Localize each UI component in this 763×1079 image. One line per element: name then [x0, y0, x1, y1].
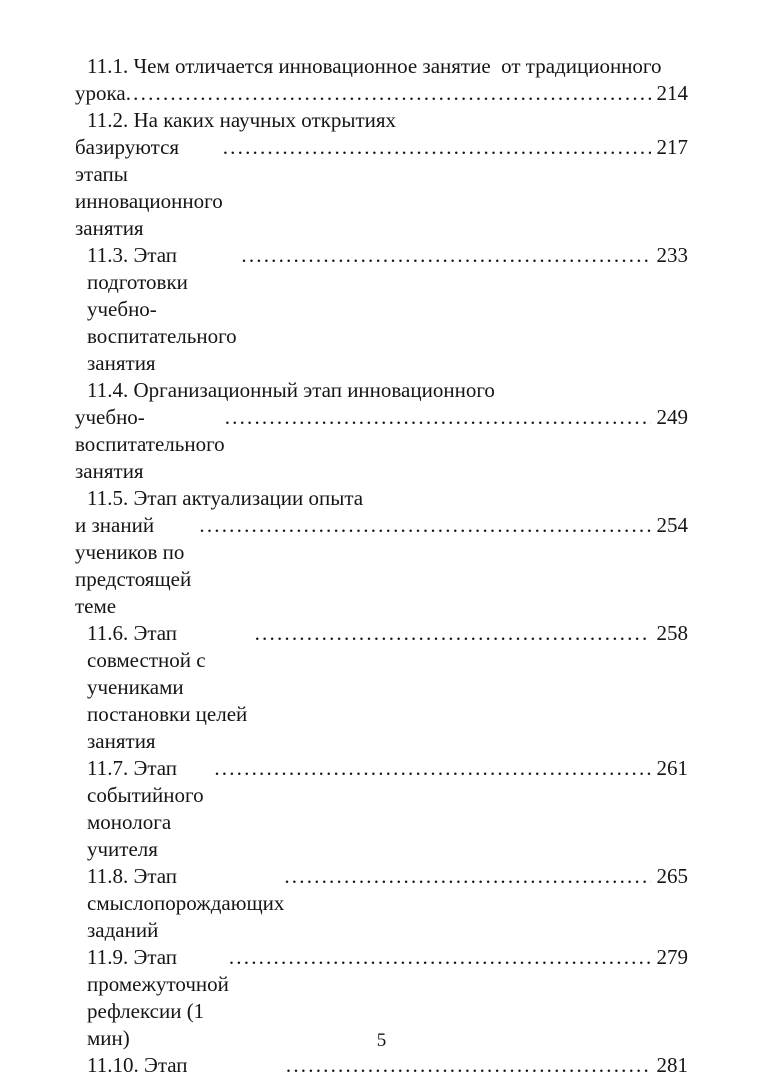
toc-page-number: 233 — [656, 243, 689, 267]
toc-item-entry: 11.9. Этап промежуточной рефлексии (1 ми… — [75, 944, 688, 1052]
toc-entry-text: 11.3. Этап подготовки учебно-воспитатель… — [87, 243, 242, 375]
toc-entry-text: и знаний учеников по предстоящей теме — [75, 513, 197, 618]
toc-entry-line: 11.6. Этап совместной с учениками постан… — [75, 620, 688, 755]
toc-list: 11.1. Чем отличается инновационное занят… — [75, 53, 688, 1079]
toc-entry-text: 11.2. На каких научных открытиях — [87, 108, 397, 132]
toc-entry-line: 11.8. Этап смыслопорождающих заданий 265 — [75, 863, 688, 944]
toc-page-number: 258 — [656, 621, 689, 645]
toc-entry-line: 11.3. Этап подготовки учебно-воспитатель… — [75, 242, 688, 377]
dot-leader — [225, 404, 651, 431]
toc-entry-text: 11.4. Организационный этап инновационног… — [87, 378, 495, 402]
toc-entry-text: 11.9. Этап промежуточной рефлексии (1 ми… — [87, 945, 235, 1050]
dot-leader — [223, 134, 651, 161]
toc-entry-line: урока 214 — [75, 80, 688, 107]
toc-page-number: 254 — [656, 513, 689, 537]
toc-page-number: 281 — [656, 1053, 689, 1077]
toc-entry-line: 11.5. Этап актуализации опыта — [75, 485, 688, 512]
toc-page-number: 217 — [656, 135, 689, 159]
dot-leader — [284, 863, 650, 890]
toc-entry-text: 11.6. Этап совместной с учениками постан… — [87, 621, 253, 753]
toc-item-entry: 11.2. На каких научных открытиях базируют… — [75, 107, 688, 242]
page-number-footer: 5 — [376, 1030, 387, 1051]
toc-entry-line: и знаний учеников по предстоящей теме 254 — [75, 512, 688, 620]
dot-leader — [255, 620, 651, 647]
toc-entry-text: 11.1. Чем отличается инновационное занят… — [87, 54, 662, 78]
toc-page-number: 261 — [656, 756, 689, 780]
toc-item-entry: 11.10. Этап здоровьесберегающей разминки… — [75, 1052, 688, 1079]
toc-entry-text: 11.5. Этап актуализации опыта — [87, 486, 364, 510]
toc-item-entry: 11.5. Этап актуализации опыта и знаний уч… — [75, 485, 688, 620]
dot-leader — [286, 1052, 651, 1079]
toc-entry-line: 11.4. Организационный этап инновационног… — [75, 377, 688, 404]
toc-item-entry: 11.7. Этап событийного монолога учителя … — [75, 755, 688, 863]
toc-entry-text: урока — [75, 81, 126, 105]
dot-leader — [199, 512, 650, 539]
toc-item-entry: 11.1. Чем отличается инновационное занят… — [75, 53, 688, 107]
toc-entry-line: базируются этапы инновационного занятия … — [75, 134, 688, 242]
toc-item-entry: 11.4. Организационный этап инновационног… — [75, 377, 688, 485]
dot-leader — [241, 242, 650, 269]
toc-entry-text: базируются этапы инновационного занятия — [75, 135, 228, 240]
toc-page-number: 265 — [656, 864, 689, 888]
toc-entry-text: 11.7. Этап событийного монолога учителя — [87, 756, 209, 861]
toc-item-entry: 11.6. Этап совместной с учениками постан… — [75, 620, 688, 755]
toc-entry-text: учебно-воспитательного занятия — [75, 405, 230, 483]
toc-entry-text: 11.8. Этап смыслопорождающих заданий — [87, 864, 290, 942]
toc-entry-line: 11.2. На каких научных открытиях — [75, 107, 688, 134]
toc-page-number: 279 — [656, 945, 689, 969]
toc-entry-line: 11.1. Чем отличается инновационное занят… — [75, 53, 688, 80]
toc-page-number: 249 — [656, 405, 689, 429]
toc-entry-line: 11.7. Этап событийного монолога учителя … — [75, 755, 688, 863]
toc-page-number: 214 — [656, 81, 689, 105]
toc-item-entry: 11.3. Этап подготовки учебно-воспитатель… — [75, 242, 688, 377]
toc-entry-text: 11.10. Этап здоровьесберегающей разминки… — [87, 1053, 188, 1077]
toc-item-entry: 11.8. Этап смыслопорождающих заданий 265 — [75, 863, 688, 944]
toc-entry-line: 11.10. Этап здоровьесберегающей разминки… — [75, 1052, 688, 1079]
dot-leader — [126, 80, 651, 107]
dot-leader — [229, 944, 651, 971]
dot-leader — [214, 755, 650, 782]
toc-entry-line: 11.9. Этап промежуточной рефлексии (1 ми… — [75, 944, 688, 1052]
toc-entry-line: учебно-воспитательного занятия 249 — [75, 404, 688, 485]
